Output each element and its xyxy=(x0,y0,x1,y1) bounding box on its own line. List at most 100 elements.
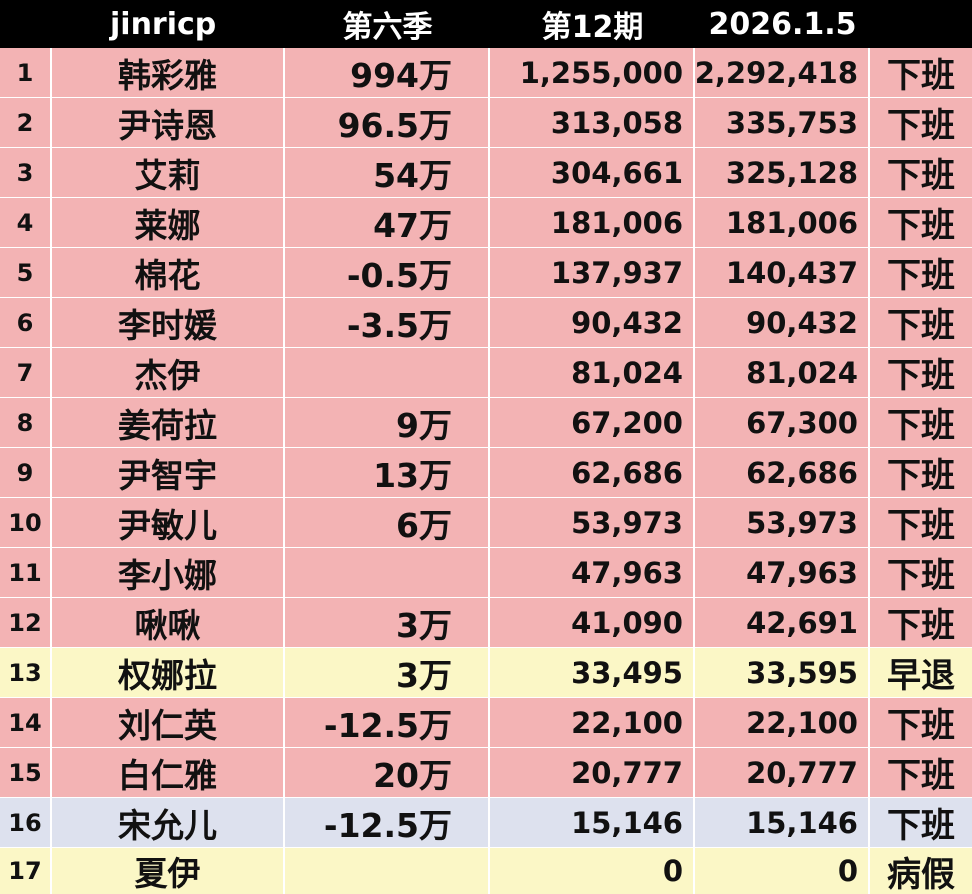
date-cell: 67,300 xyxy=(695,398,870,447)
period-cell: 41,090 xyxy=(490,598,695,647)
table-row: 16 宋允儿 -12.5万 15,146 15,146 下班 xyxy=(0,798,972,848)
status-cell: 下班 xyxy=(887,56,955,96)
season-cell: 9万 xyxy=(285,398,490,447)
table-row: 1 韩彩雅 994万 1,255,000 2,292,418 下班 xyxy=(0,48,972,98)
rank-cell: 5 xyxy=(0,248,52,297)
rank-cell: 6 xyxy=(0,298,52,347)
season-cell xyxy=(285,348,490,397)
season-cell: 20万 xyxy=(285,748,490,797)
header-date: 2026.1.5 xyxy=(708,6,857,42)
date-cell: 42,691 xyxy=(695,598,870,647)
period-cell: 15,146 xyxy=(490,798,695,847)
table-row: 13 权娜拉 3万 33,495 33,595 早退 xyxy=(0,648,972,698)
table-row: 11 李小娜 47,963 47,963 下班 xyxy=(0,548,972,598)
table-row: 9 尹智宇 13万 62,686 62,686 下班 xyxy=(0,448,972,498)
rank-cell: 11 xyxy=(0,548,52,597)
status-cell: 下班 xyxy=(887,106,955,146)
period-cell: 304,661 xyxy=(490,148,695,197)
status-cell: 下班 xyxy=(887,556,955,596)
rank-cell: 12 xyxy=(0,598,52,647)
name-cell: 白仁雅 xyxy=(52,748,285,797)
status-cell: 下班 xyxy=(887,206,955,246)
rank-cell: 17 xyxy=(0,848,52,894)
season-cell: 54万 xyxy=(285,148,490,197)
rank-cell: 4 xyxy=(0,198,52,247)
name-cell: 刘仁英 xyxy=(52,698,285,747)
status-cell: 下班 xyxy=(887,806,955,846)
status-cell: 下班 xyxy=(887,306,955,346)
date-cell: 2,292,418 xyxy=(695,48,870,97)
status-cell: 病假 xyxy=(887,854,955,894)
table-row: 7 杰伊 81,024 81,024 下班 xyxy=(0,348,972,398)
table-body: 1 韩彩雅 994万 1,255,000 2,292,418 下班 2 尹诗恩 96.5万 313… xyxy=(0,48,972,894)
status-cell: 下班 xyxy=(887,606,955,646)
date-cell: 62,686 xyxy=(695,448,870,497)
status-cell: 下班 xyxy=(887,156,955,196)
rank-cell: 14 xyxy=(0,698,52,747)
table-row: 5 棉花 -0.5万 137,937 140,437 下班 xyxy=(0,248,972,298)
rank-cell: 10 xyxy=(0,498,52,547)
rank-cell: 15 xyxy=(0,748,52,797)
rank-cell: 16 xyxy=(0,798,52,847)
date-cell: 181,006 xyxy=(695,198,870,247)
name-cell: 啾啾 xyxy=(52,598,285,647)
name-cell: 莱娜 xyxy=(52,198,285,247)
table-row: 3 艾莉 54万 304,661 325,128 下班 xyxy=(0,148,972,198)
date-cell: 15,146 xyxy=(695,798,870,847)
header-period: 第12期 xyxy=(541,10,644,45)
period-cell: 313,058 xyxy=(490,98,695,147)
period-cell: 137,937 xyxy=(490,248,695,297)
table-row: 14 刘仁英 -12.5万 22,100 22,100 下班 xyxy=(0,698,972,748)
period-cell: 181,006 xyxy=(490,198,695,247)
period-cell: 22,100 xyxy=(490,698,695,747)
name-cell: 棉花 xyxy=(52,248,285,297)
name-cell: 夏伊 xyxy=(52,848,285,894)
rank-cell: 7 xyxy=(0,348,52,397)
period-cell: 33,495 xyxy=(490,648,695,697)
status-cell: 下班 xyxy=(887,756,955,796)
name-cell: 韩彩雅 xyxy=(52,48,285,97)
table-row: 2 尹诗恩 96.5万 313,058 335,753 下班 xyxy=(0,98,972,148)
name-cell: 尹敏儿 xyxy=(52,498,285,547)
date-cell: 325,128 xyxy=(695,148,870,197)
name-cell: 李小娜 xyxy=(52,548,285,597)
date-cell: 81,024 xyxy=(695,348,870,397)
table-row: 12 啾啾 3万 41,090 42,691 下班 xyxy=(0,598,972,648)
season-cell: 47万 xyxy=(285,198,490,247)
name-cell: 权娜拉 xyxy=(52,648,285,697)
season-cell: -3.5万 xyxy=(285,298,490,347)
season-cell xyxy=(285,548,490,597)
table-row: 17 夏伊 0 0 病假 xyxy=(0,848,972,894)
season-cell: 96.5万 xyxy=(285,98,490,147)
table-row: 15 白仁雅 20万 20,777 20,777 下班 xyxy=(0,748,972,798)
name-cell: 李时媛 xyxy=(52,298,285,347)
season-cell: 3万 xyxy=(285,648,490,697)
season-cell: 3万 xyxy=(285,598,490,647)
rank-cell: 9 xyxy=(0,448,52,497)
season-cell xyxy=(285,848,490,894)
status-cell: 下班 xyxy=(887,406,955,446)
status-cell: 下班 xyxy=(887,356,955,396)
season-cell: 13万 xyxy=(285,448,490,497)
rank-cell: 3 xyxy=(0,148,52,197)
period-cell: 1,255,000 xyxy=(490,48,695,97)
date-cell: 33,595 xyxy=(695,648,870,697)
date-cell: 47,963 xyxy=(695,548,870,597)
date-cell: 53,973 xyxy=(695,498,870,547)
table-row: 10 尹敏儿 6万 53,973 53,973 下班 xyxy=(0,498,972,548)
table-row: 8 姜荷拉 9万 67,200 67,300 下班 xyxy=(0,398,972,448)
season-cell: 994万 xyxy=(285,48,490,97)
rank-cell: 8 xyxy=(0,398,52,447)
season-cell: 6万 xyxy=(285,498,490,547)
rank-cell: 1 xyxy=(0,48,52,97)
period-cell: 90,432 xyxy=(490,298,695,347)
name-cell: 姜荷拉 xyxy=(52,398,285,447)
name-cell: 艾莉 xyxy=(52,148,285,197)
period-cell: 20,777 xyxy=(490,748,695,797)
rank-cell: 13 xyxy=(0,648,52,697)
period-cell: 81,024 xyxy=(490,348,695,397)
status-cell: 早退 xyxy=(887,656,955,696)
name-cell: 宋允儿 xyxy=(52,798,285,847)
table-row: 6 李时媛 -3.5万 90,432 90,432 下班 xyxy=(0,298,972,348)
